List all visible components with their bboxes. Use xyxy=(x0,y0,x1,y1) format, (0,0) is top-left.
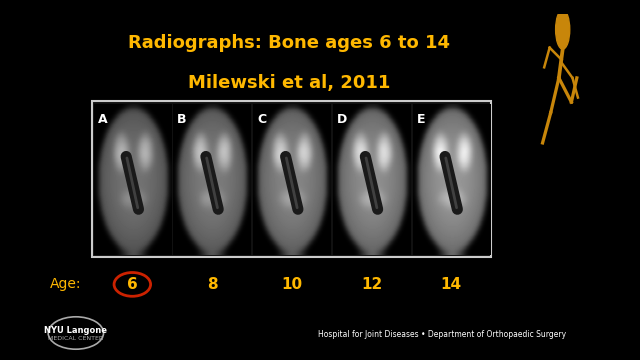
Text: C: C xyxy=(257,113,266,126)
Text: 12: 12 xyxy=(361,277,382,292)
Text: Age:: Age: xyxy=(50,278,81,291)
Text: 6: 6 xyxy=(127,277,138,292)
Text: D: D xyxy=(337,113,347,126)
Text: Hospital for Joint Diseases • Department of Orthopaedic Surgery: Hospital for Joint Diseases • Department… xyxy=(317,330,566,338)
Text: 10: 10 xyxy=(281,277,302,292)
Text: 14: 14 xyxy=(440,277,461,292)
Text: NYU Langone: NYU Langone xyxy=(44,326,108,335)
FancyBboxPatch shape xyxy=(92,101,491,257)
Text: 8: 8 xyxy=(207,277,218,292)
Text: Milewski et al, 2011: Milewski et al, 2011 xyxy=(188,74,390,92)
Circle shape xyxy=(556,10,570,49)
Text: B: B xyxy=(177,113,187,126)
Text: E: E xyxy=(417,113,425,126)
Text: Radiographs: Bone ages 6 to 14: Radiographs: Bone ages 6 to 14 xyxy=(128,34,450,52)
Text: A: A xyxy=(98,113,108,126)
Text: MEDICAL CENTER: MEDICAL CENTER xyxy=(48,336,104,341)
